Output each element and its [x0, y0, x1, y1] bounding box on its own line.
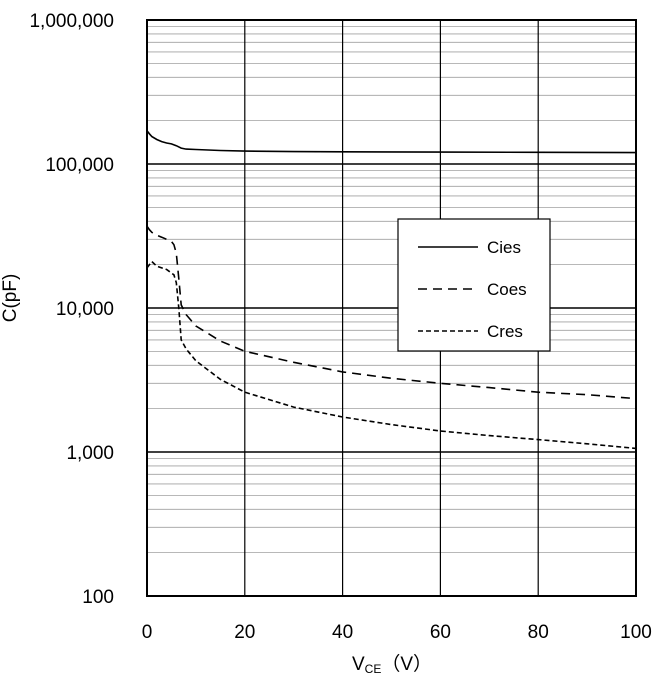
- legend-label-coes: Coes: [487, 280, 527, 299]
- x-tick-label: 40: [332, 622, 353, 643]
- legend-label-cres: Cres: [487, 322, 523, 341]
- x-tick-label: 20: [234, 622, 255, 643]
- y-tick-label: 100,000: [45, 155, 114, 176]
- legend-label-cies: Cies: [487, 238, 521, 257]
- series-cies-line: [146, 130, 637, 154]
- y-tick-label: 10,000: [56, 299, 114, 320]
- series-coes-line: [146, 225, 637, 400]
- y-tick-labels: 100 1,000 10,000 100,000 1,000,000: [29, 11, 114, 608]
- x-axis-title: VCE（V）: [352, 653, 432, 676]
- x-tick-labels: 0 20 40 60 80 100: [142, 622, 652, 643]
- y-tick-label: 1,000: [66, 443, 114, 464]
- series-lines: [146, 130, 637, 450]
- legend-box: [397, 218, 551, 352]
- legend: Cies Coes Cres: [397, 218, 551, 352]
- y-tick-label: 100: [82, 587, 114, 608]
- x-axis-title-unit: （V）: [381, 653, 432, 675]
- grid: [147, 20, 636, 596]
- x-tick-label: 100: [620, 622, 652, 643]
- x-tick-label: 60: [430, 622, 451, 643]
- y-tick-label: 1,000,000: [29, 11, 114, 32]
- x-axis-title-sub: CE: [365, 662, 382, 676]
- y-axis-title: C(pF): [0, 274, 21, 323]
- plot-frame: [146, 19, 637, 597]
- x-tick-label: 80: [528, 622, 549, 643]
- x-axis-title-main: V: [352, 654, 365, 675]
- x-tick-label: 0: [142, 622, 153, 643]
- series-cres-line: [146, 260, 637, 450]
